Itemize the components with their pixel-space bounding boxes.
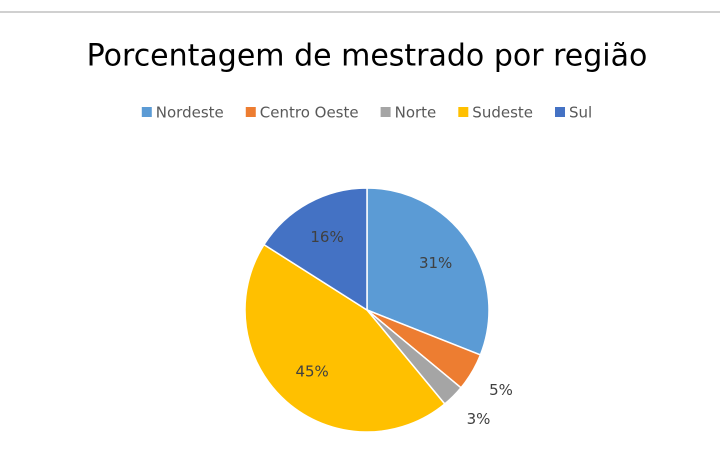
data-label: 45% bbox=[295, 363, 328, 381]
legend-swatch bbox=[141, 107, 152, 117]
pie-slice bbox=[366, 187, 490, 356]
legend-swatch bbox=[245, 107, 256, 117]
pie-slice bbox=[262, 187, 368, 312]
legend-label: Sul bbox=[569, 104, 592, 122]
legend-label: Nordeste bbox=[156, 104, 224, 122]
pie-slice bbox=[244, 243, 446, 433]
data-label: 31% bbox=[419, 254, 452, 272]
legend-label: Centro Oeste bbox=[260, 104, 359, 122]
data-label: 3% bbox=[467, 410, 491, 428]
legend-swatch bbox=[555, 107, 566, 117]
legend-label: Sudeste bbox=[472, 104, 533, 122]
data-label: 16% bbox=[310, 228, 343, 246]
legend-swatch bbox=[380, 107, 391, 117]
legend-swatch bbox=[458, 107, 469, 117]
data-label: 5% bbox=[489, 381, 513, 399]
chart-title: Porcentagem de mestrado por região bbox=[87, 39, 648, 74]
legend-label: Norte bbox=[395, 104, 437, 122]
